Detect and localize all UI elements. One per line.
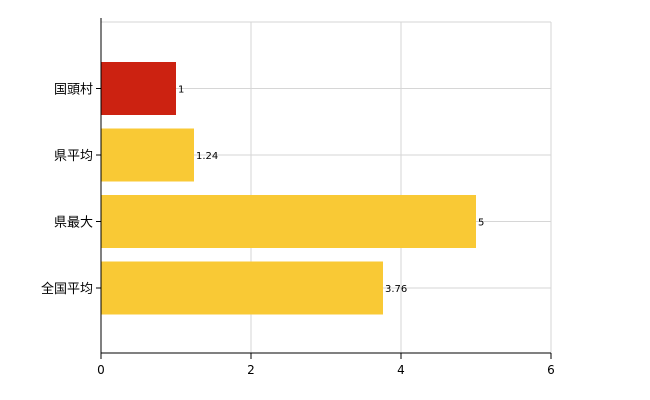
category-label: 県平均 [54, 149, 93, 164]
category-label: 全国平均 [41, 281, 93, 297]
x-tick-label: 0 [97, 363, 105, 377]
x-tick-label: 6 [547, 363, 555, 377]
labels: 1 国頭村 1.24 県平均 5 県最大 3.76 全国平均 0 2 4 6 [41, 83, 555, 378]
bar-1 [101, 62, 176, 115]
category-label: 国頭村 [54, 83, 93, 98]
x-tick-label: 2 [247, 363, 255, 377]
data-label: 3.76 [385, 284, 407, 295]
bar-3 [101, 195, 476, 248]
data-label: 1.24 [196, 151, 218, 162]
x-tick-label: 4 [397, 363, 405, 377]
axes [96, 18, 552, 359]
data-label: 5 [478, 218, 484, 229]
data-label: 1 [178, 85, 184, 96]
category-label: 県最大 [54, 216, 93, 231]
bar-4 [101, 261, 383, 315]
bar-2 [101, 128, 194, 182]
bars [101, 62, 476, 315]
